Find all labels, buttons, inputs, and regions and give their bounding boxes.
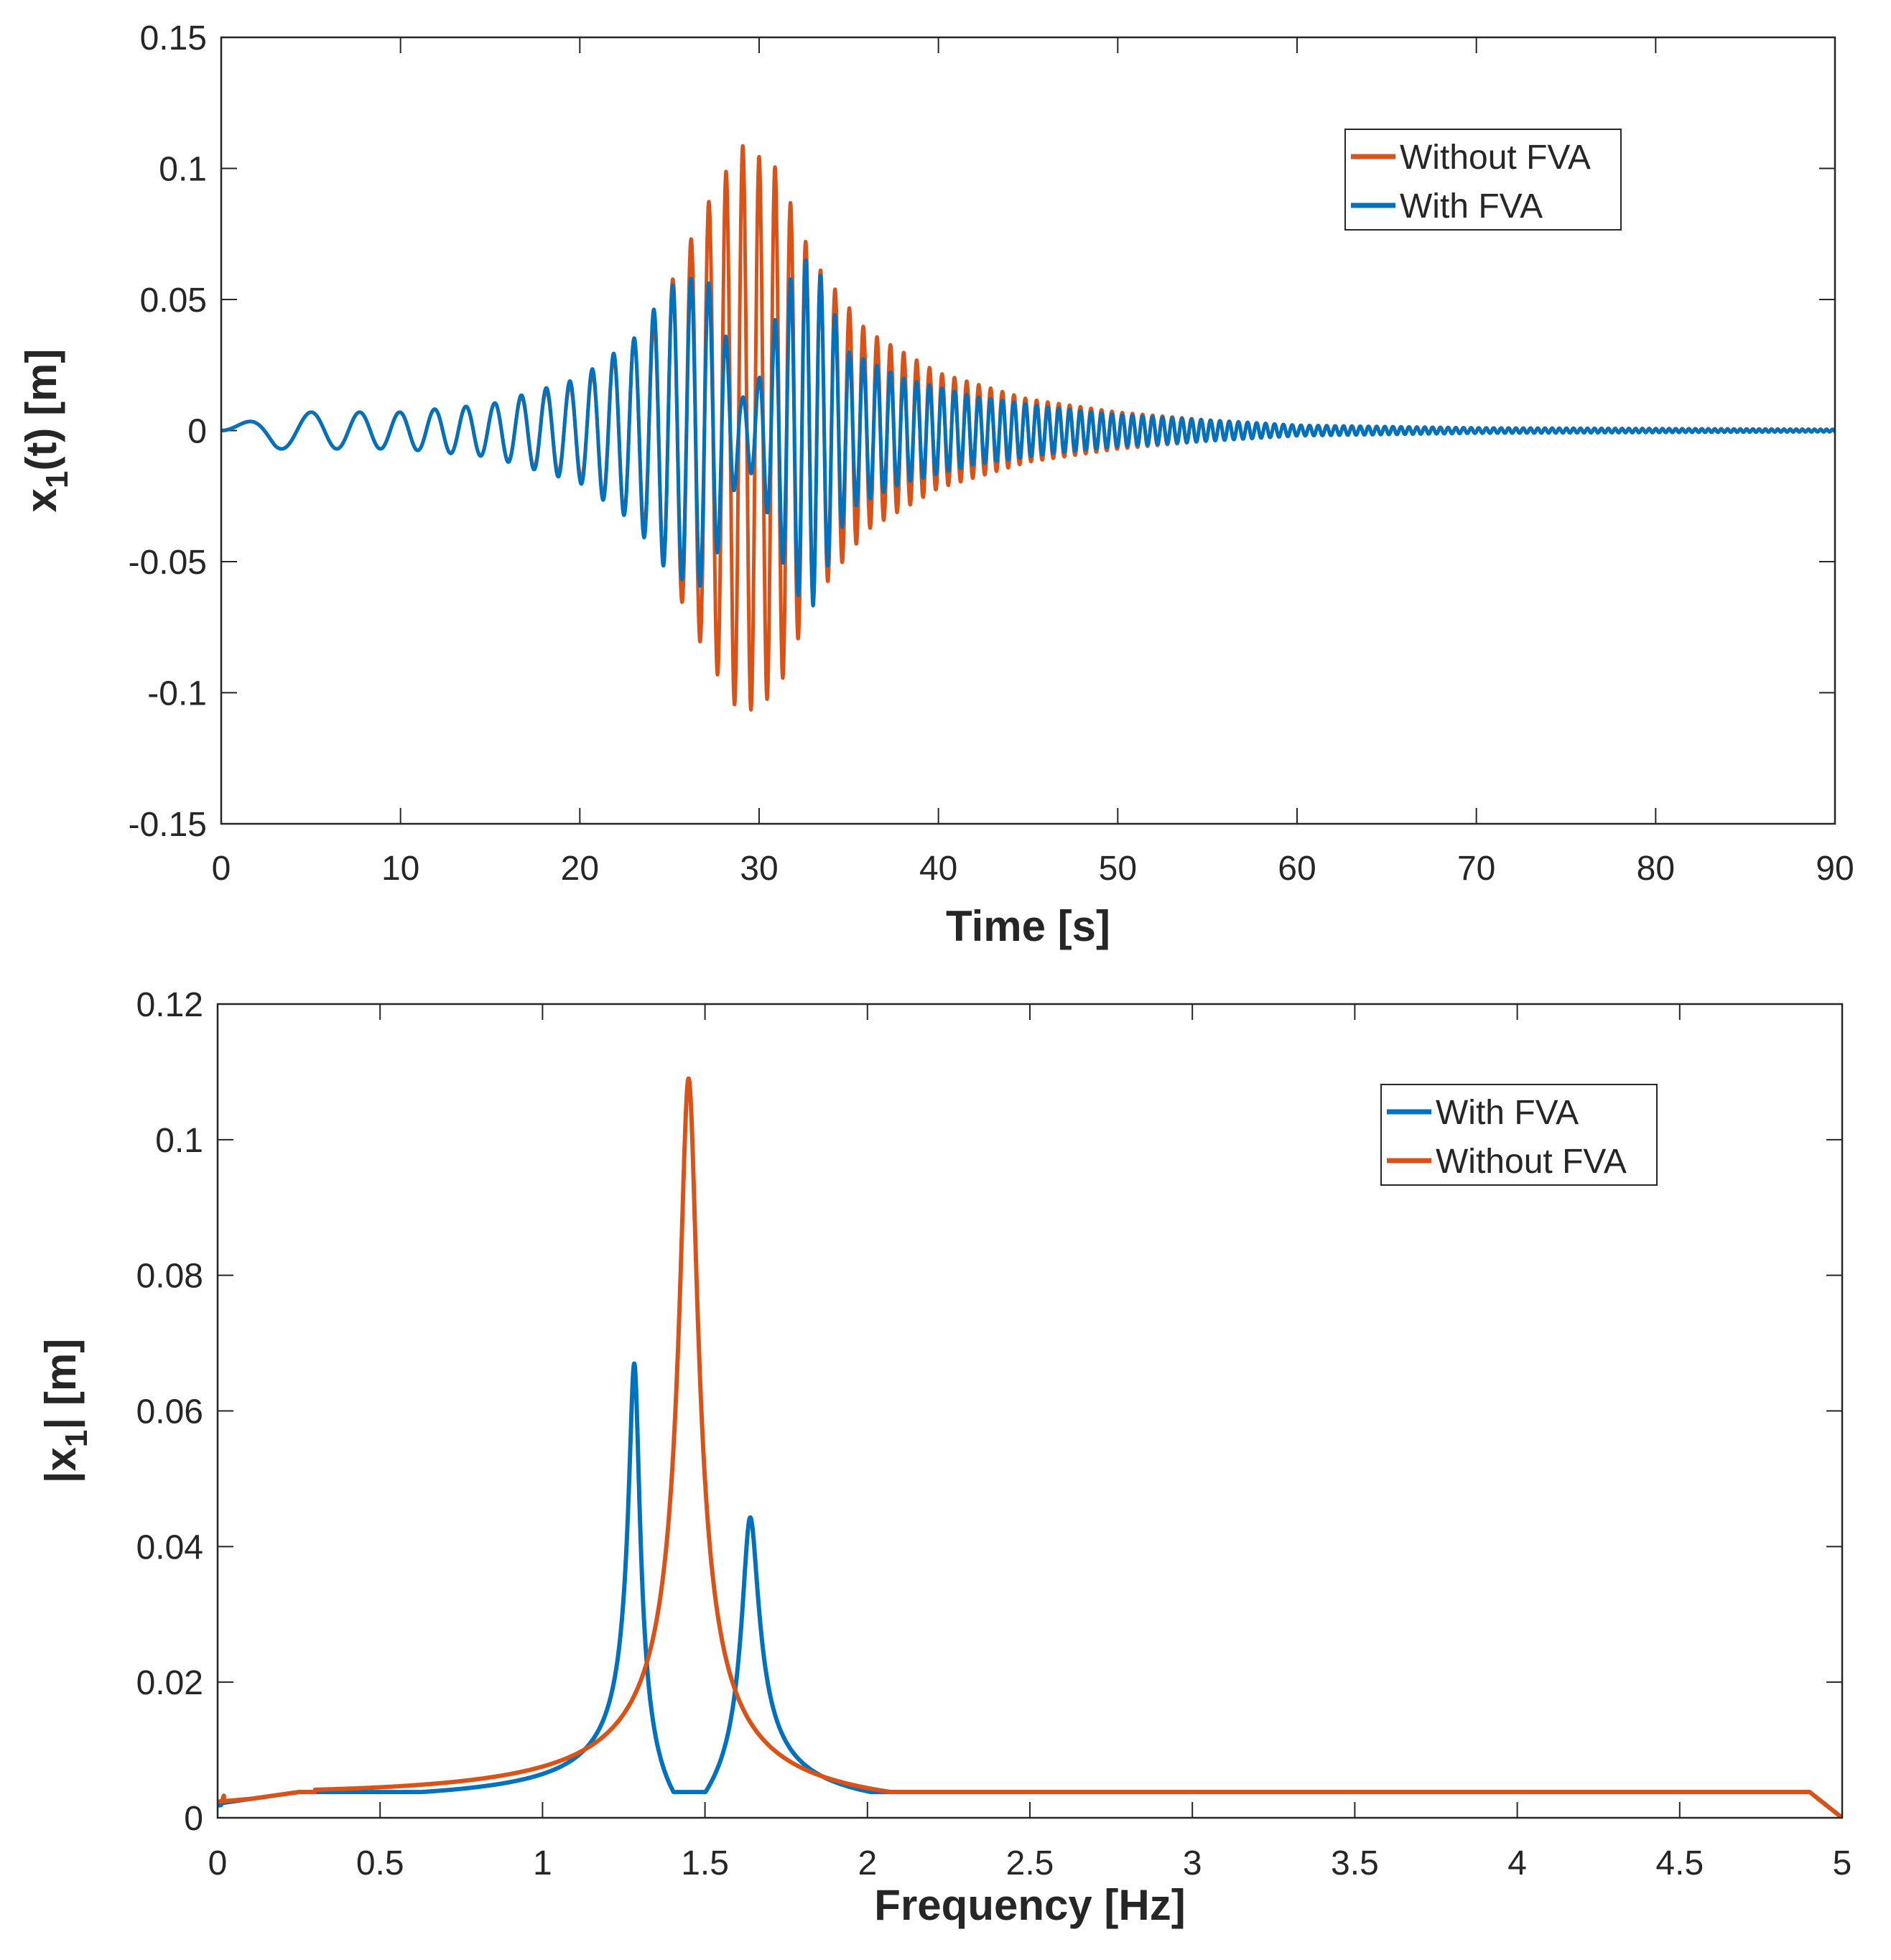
axes-box [220, 36, 1836, 825]
legend-label: Without FVA [1436, 1143, 1627, 1181]
x-tick-label: 50 [1099, 850, 1137, 888]
x-tick-label: 4.5 [1655, 1844, 1704, 1882]
y-axis-title-main: x [17, 488, 65, 512]
x-axis-title: Frequency [Hz] [874, 1881, 1185, 1929]
y-axis-title: x1(t) [m] [17, 349, 75, 513]
y-tick-label: -0.1 [147, 675, 207, 713]
x-tick-label: 1 [533, 1844, 552, 1882]
x-tick-label: 20 [561, 850, 599, 888]
y-tick-label: 0.05 [140, 282, 207, 320]
y-axis-title: |x1| [m] [37, 1339, 94, 1483]
y-tick-label: 0.12 [136, 986, 203, 1024]
x-tick-label: 80 [1637, 850, 1675, 888]
legend-box [1344, 129, 1622, 231]
chart-1: 0 10 20 30 40 50 60 70 80 90 -0.15 -0.1 -0.05 0 0.05 0.… [17, 19, 1854, 950]
legend: Without FVA With FVA [1344, 129, 1622, 231]
x-tick-label: 30 [740, 850, 778, 888]
chart-2: 0 0.5 1 1.5 2 2.5 3 3.5 4 4.5 5 0 0.02 0.04 0.06 0.08 0.… [37, 986, 1851, 1929]
y-tick-label: 0.06 [136, 1393, 203, 1431]
y-axis-title-sub: 1 [59, 1430, 94, 1447]
legend-label: With FVA [1436, 1094, 1579, 1132]
y-axis-title-sub: 1 [40, 471, 75, 488]
x-tick-label: 70 [1457, 850, 1495, 888]
x-tick-label: 90 [1816, 850, 1854, 888]
x-tick-label: 2.5 [1006, 1844, 1054, 1882]
x-tick-label: 60 [1278, 850, 1316, 888]
x-tick-label: 0.5 [356, 1844, 404, 1882]
y-tick-label: -0.05 [129, 544, 207, 582]
x-tick-label: 1.5 [681, 1844, 729, 1882]
x-axis-title: Time [s] [946, 902, 1110, 950]
y-tick-label: -0.15 [129, 806, 207, 844]
legend-label: With FVA [1400, 187, 1543, 226]
x-tick-label: 0 [208, 1844, 228, 1882]
x-tick-label: 10 [381, 850, 419, 888]
y-tick-label: 0.08 [136, 1258, 203, 1296]
axes-box [216, 1003, 1844, 1819]
y-axis-title-rest: | [m] [37, 1339, 85, 1430]
y-axis-title-main: |x [37, 1447, 85, 1483]
y-tick-label: 0 [184, 1800, 203, 1838]
y-tick-label: 0 [187, 413, 207, 451]
legend: With FVA Without FVA [1380, 1084, 1658, 1186]
y-tick-label: 0.1 [155, 1122, 203, 1160]
series-line-with-fva [221, 258, 1835, 608]
x-tick-label: 2 [858, 1844, 877, 1882]
y-tick-label: 0.02 [136, 1664, 203, 1702]
x-tick-label: 3.5 [1331, 1844, 1379, 1882]
y-axis-title-rest: (t) [m] [17, 349, 65, 471]
x-tick-label: 4 [1507, 1844, 1527, 1882]
x-tick-label: 40 [919, 850, 957, 888]
legend-label: Without FVA [1400, 139, 1591, 177]
series-line-without-fva [218, 1076, 1842, 1818]
y-tick-label: 0.04 [136, 1528, 203, 1566]
x-tick-label: 0 [212, 850, 231, 888]
y-tick-label: 0.1 [159, 151, 207, 189]
x-tick-label: 5 [1833, 1844, 1852, 1882]
x-tick-label: 3 [1183, 1844, 1202, 1882]
y-tick-label: 0.15 [140, 19, 207, 57]
legend-box [1380, 1084, 1658, 1186]
